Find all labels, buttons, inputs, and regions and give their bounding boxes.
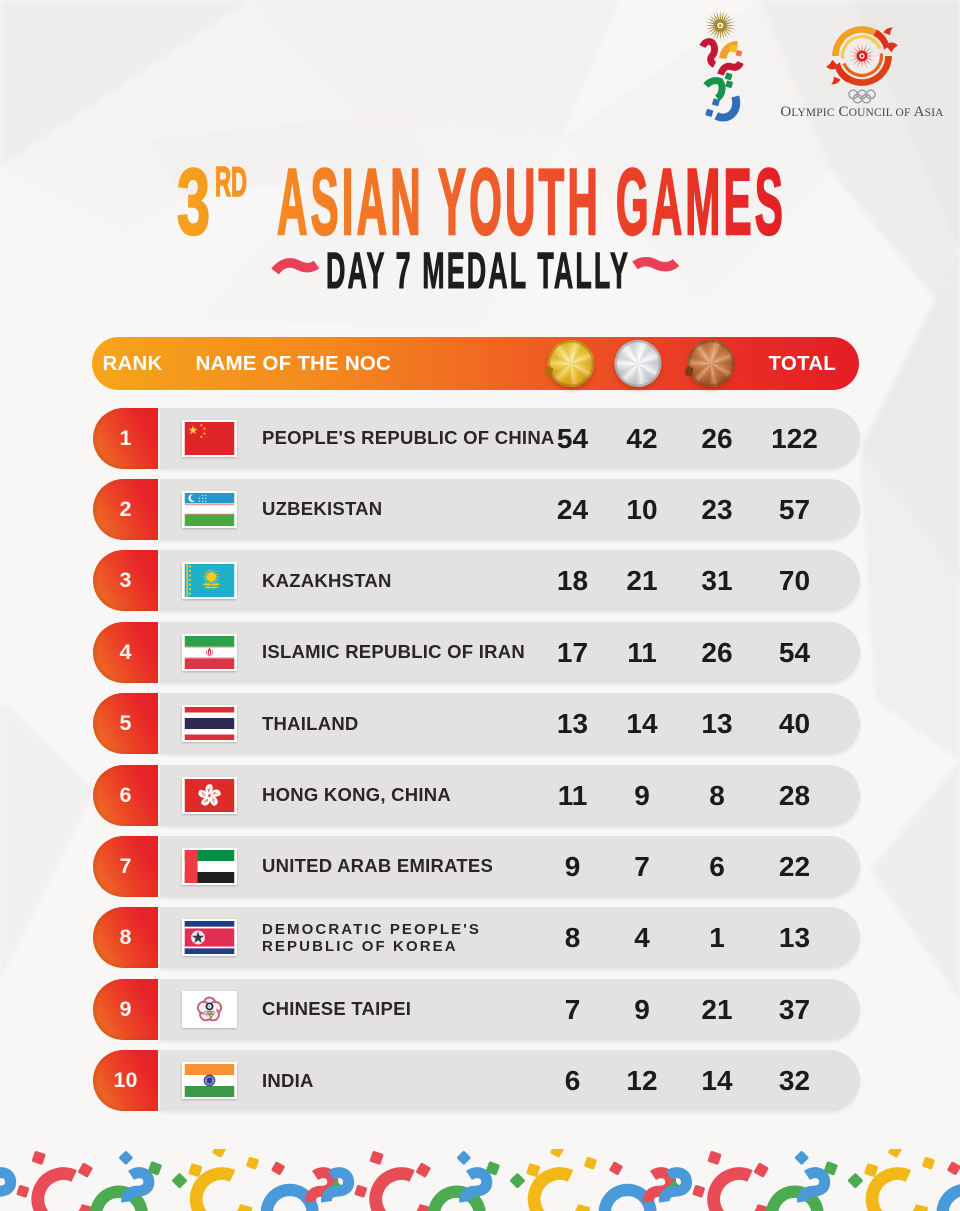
svg-text:OLYMPIC COUNCIL OF ASIA: OLYMPIC COUNCIL OF ASIA (780, 104, 944, 120)
svg-text:3: 3 (177, 149, 210, 254)
svg-text:ASIAN YOUTH GAMES: ASIAN YOUTH GAMES (277, 149, 786, 254)
svg-text:DAY 7 MEDAL TALLY: DAY 7 MEDAL TALLY (326, 242, 630, 299)
svg-text:RD: RD (215, 158, 247, 205)
